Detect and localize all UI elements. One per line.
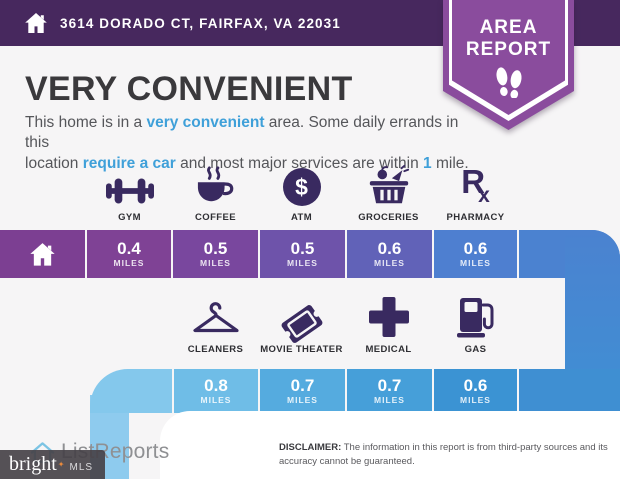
icon-cell-movie-theater: MOVIE THEATER <box>258 298 345 355</box>
distance-value: 0.4 <box>117 239 141 259</box>
icon-label: GYM <box>118 212 141 223</box>
distance-segment: 0.7 MILES <box>260 369 345 413</box>
dollar-circle-icon: $ <box>282 168 321 206</box>
icon-label: GAS <box>464 344 487 355</box>
ticket-icon <box>281 305 322 343</box>
band-home-segment <box>0 230 85 278</box>
home-icon <box>24 12 48 34</box>
band-left-connector <box>90 369 172 413</box>
icon-cell-atm: $ ATM <box>258 166 345 223</box>
icon-label: ATM <box>290 212 313 223</box>
distance-unit: MILES <box>287 257 318 268</box>
grocery-basket-icon <box>366 164 412 206</box>
distance-value: 0.6 <box>463 239 488 259</box>
home-icon <box>29 242 56 267</box>
distance-value: 0.8 <box>204 376 228 396</box>
subtitle-highlight: very convenient <box>146 114 265 131</box>
distance-segment: 0.8 MILES <box>174 369 258 413</box>
distance-unit: MILES <box>460 394 491 405</box>
page-title: VERY CONVENIENT <box>25 70 353 108</box>
distance-value: 0.5 <box>290 239 315 259</box>
distance-segment: 0.6 MILES <box>347 230 432 278</box>
distance-value: 0.7 <box>377 376 402 396</box>
band-right-fill <box>519 369 620 413</box>
icon-cell-cleaners: CLEANERS <box>172 298 259 355</box>
distance-segment: 0.5 MILES <box>260 230 345 278</box>
distance-segment: 0.7 MILES <box>347 369 432 413</box>
distance-segment: 0.5 MILES <box>173 230 258 278</box>
rx-icon: Rx <box>461 163 490 208</box>
coffee-cup-icon <box>194 166 238 206</box>
subtitle-text: This home is in a <box>25 114 147 131</box>
subtitle: This home is in a very convenient area. … <box>25 113 475 174</box>
distance-unit: MILES <box>113 257 145 268</box>
icon-label: MEDICAL <box>365 344 412 355</box>
distance-segment: 0.4 MILES <box>87 230 171 278</box>
subtitle-text: location <box>25 154 83 172</box>
icon-label: MOVIE THEATER <box>260 344 343 355</box>
icon-cell-pharmacy: Rx PHARMACY <box>432 163 519 223</box>
hanger-icon <box>192 302 240 338</box>
icon-label: CLEANERS <box>187 344 244 355</box>
distance-unit: MILES <box>374 394 405 405</box>
icon-cell-groceries: GROCERIES <box>345 164 432 223</box>
subtitle-highlight: require a car <box>82 154 176 172</box>
subtitle-text: and most major services are within <box>175 154 424 172</box>
dumbbell-icon <box>105 176 154 206</box>
subtitle-text: area. Some daily errands in this <box>25 114 459 152</box>
subtitle-text: mile. <box>431 154 469 172</box>
area-report-badge: AREA REPORT <box>443 0 574 130</box>
distance-value: 0.6 <box>463 376 488 396</box>
distance-value: 0.6 <box>377 239 402 259</box>
gas-pump-icon <box>456 296 496 338</box>
icon-cell-coffee: COFFEE <box>172 166 259 223</box>
distance-segment: 0.6 MILES <box>434 230 517 278</box>
badge-title-line1: AREA <box>479 17 538 38</box>
footprints-icon <box>492 66 526 100</box>
spark-icon: ✦ <box>57 460 65 469</box>
distance-segment: 0.6 MILES <box>434 369 517 413</box>
distance-unit: MILES <box>460 257 491 268</box>
distance-unit: MILES <box>200 394 232 405</box>
icon-label: COFFEE <box>195 212 236 223</box>
distance-value: 0.5 <box>203 239 228 259</box>
icon-label: PHARMACY <box>446 212 505 223</box>
bright-wordmark: bright <box>9 453 57 475</box>
icon-cell-gym: GYM <box>86 166 173 223</box>
icon-cell-gas: GAS <box>432 298 519 355</box>
distance-unit: MILES <box>200 257 231 268</box>
icon-cell-medical: MEDICAL <box>345 296 432 355</box>
brightmls-watermark: bright ✦ MLS <box>0 450 105 479</box>
distance-unit: MILES <box>374 257 405 268</box>
disclaimer-card: DISCLAIMER: The information in this repo… <box>160 411 620 479</box>
disclaimer-text: DISCLAIMER: The information in this repo… <box>279 442 608 467</box>
mls-label: MLS <box>69 462 94 473</box>
icon-label: GROCERIES <box>358 212 419 223</box>
badge-title-line2: REPORT <box>465 39 552 60</box>
disclaimer-label: DISCLAIMER: <box>279 442 342 453</box>
distance-value: 0.7 <box>290 376 315 396</box>
address-text: 3614 DORADO CT, FAIRFAX, VA 22031 <box>60 15 341 31</box>
medical-cross-icon <box>368 296 410 338</box>
subtitle-highlight: 1 <box>423 154 432 172</box>
distance-unit: MILES <box>287 394 318 405</box>
